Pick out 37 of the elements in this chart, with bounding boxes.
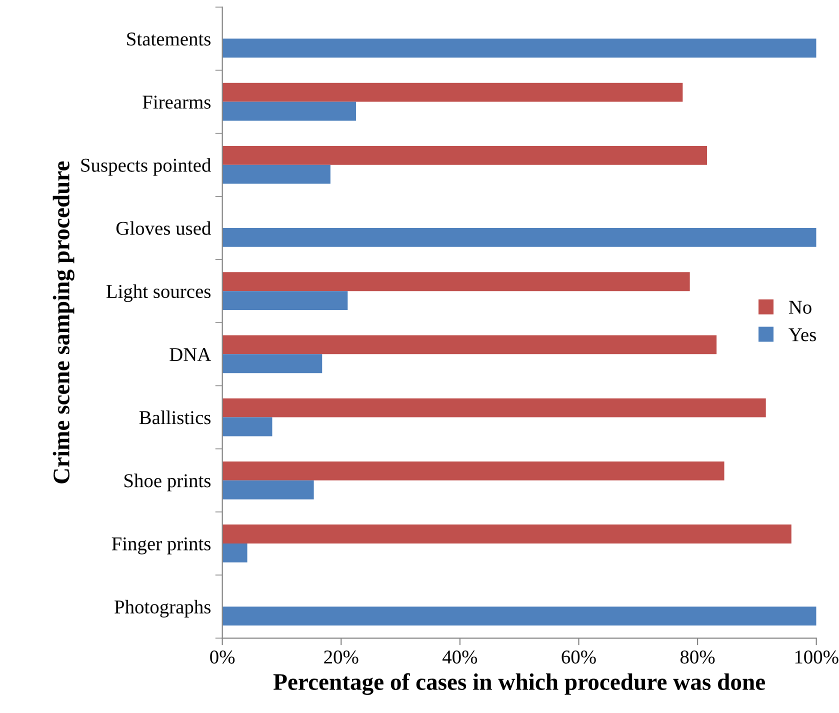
y-tick-label: DNA	[170, 348, 212, 361]
bar	[222, 480, 314, 500]
bar	[222, 417, 272, 436]
bar	[222, 164, 330, 184]
x-tick-label: 100%	[795, 650, 838, 664]
x-tick-label: 20%	[324, 650, 358, 664]
bar	[222, 335, 717, 354]
y-tick-label: Finger prints	[112, 537, 211, 554]
bar	[222, 461, 724, 480]
x-tick-label: 60%	[562, 650, 596, 664]
y-tick-label: Statements	[127, 32, 211, 46]
y-axis-title: Crime scene samping procedure	[52, 161, 74, 484]
bar	[222, 228, 816, 247]
legend-label: No	[788, 300, 812, 314]
bar	[222, 354, 322, 374]
legend-label: Yes	[788, 328, 816, 342]
y-tick-label: Firearms	[142, 96, 211, 109]
x-tick-label: 0%	[210, 650, 235, 664]
y-tick-label: Light sources	[106, 284, 211, 302]
bar	[222, 146, 708, 165]
y-tick-label: Suspects pointed	[81, 158, 211, 176]
bar	[222, 102, 356, 121]
x-axis-title: Percentage of cases in which procedure was done	[273, 673, 766, 695]
bar	[222, 524, 792, 544]
bar	[222, 606, 816, 626]
bar	[222, 272, 690, 292]
y-tick-label: Ballistics	[139, 410, 211, 424]
y-tick-label: Photographs	[114, 600, 211, 618]
x-tick-label: 80%	[680, 650, 715, 664]
bar	[222, 38, 816, 58]
bar	[222, 82, 683, 102]
y-tick-label: Gloves used	[116, 221, 211, 235]
bar	[222, 291, 348, 310]
bar	[222, 398, 766, 418]
bar	[222, 543, 248, 562]
y-tick-label: Shoe prints	[124, 474, 211, 492]
x-tick-label: 40%	[442, 650, 478, 664]
